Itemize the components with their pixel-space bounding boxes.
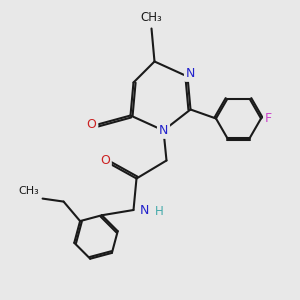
Text: H: H: [154, 205, 164, 218]
Text: N: N: [186, 67, 195, 80]
Text: N: N: [159, 124, 168, 137]
Text: O: O: [87, 118, 96, 131]
Text: N: N: [139, 203, 149, 217]
Text: O: O: [100, 154, 110, 167]
Text: F: F: [265, 112, 272, 125]
Text: CH₃: CH₃: [141, 11, 162, 24]
Text: CH₃: CH₃: [19, 186, 40, 196]
